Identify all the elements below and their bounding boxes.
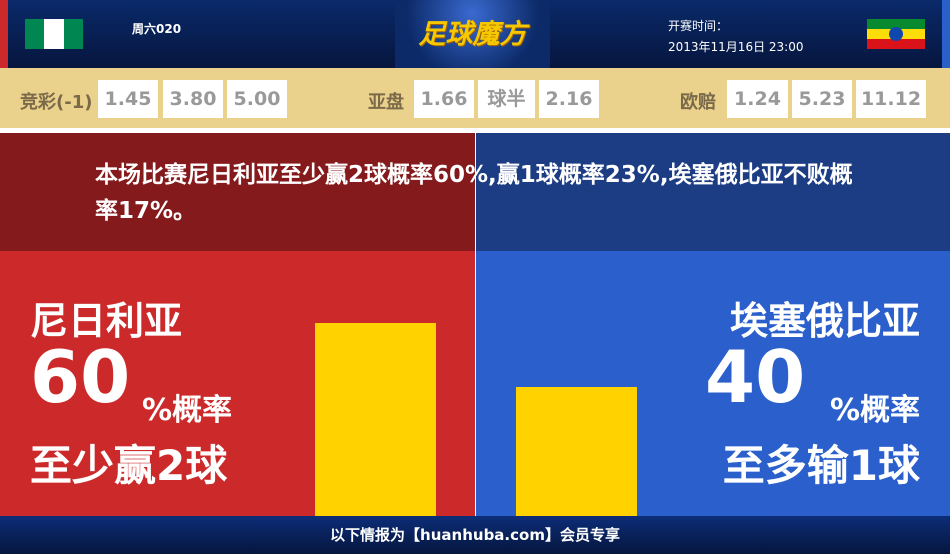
jingcai-label: 竞彩(-1) [20, 92, 93, 113]
yapan-odd: 2.16 [539, 80, 599, 118]
yapan-odd: 1.66 [414, 80, 474, 118]
oupei-odd: 1.24 [727, 80, 788, 118]
match-number: 周六020 [132, 22, 182, 36]
home-probability-bar [315, 322, 436, 516]
home-team-name: 尼日利亚 [30, 299, 183, 343]
nigeria-flag-icon [25, 19, 83, 49]
oupei-odd: 5.23 [792, 80, 852, 118]
away-desc: 至多输1球 [722, 441, 920, 490]
jingcai-odd: 5.00 [227, 80, 287, 118]
oupei-label: 欧赔 [680, 92, 716, 113]
yapan-handicap: 球半 [478, 80, 535, 118]
kickoff-label: 开赛时间： [668, 19, 729, 33]
footer-member-notice[interactable]: 以下情报为【huanhuba.com】会员专享 [0, 516, 950, 554]
kickoff-time: 2013年11月16日 23:00 [668, 40, 804, 54]
logo: 足球魔方 [418, 19, 527, 50]
home-desc: 至少赢2球 [30, 441, 228, 490]
summary-left-bg [0, 133, 475, 251]
odds-bar [0, 68, 950, 128]
ethiopia-flag-icon [867, 19, 925, 49]
jingcai-odd: 1.45 [98, 80, 158, 118]
away-probability-bar [516, 387, 637, 516]
home-percent: 60 [30, 335, 131, 419]
away-percent: 40 [705, 335, 806, 419]
summary-right-bg [476, 133, 950, 251]
jingcai-odd: 3.80 [163, 80, 223, 118]
home-percent-suffix: %概率 [142, 393, 233, 428]
logo-background [395, 0, 550, 68]
away-team-name: 埃塞俄比亚 [729, 299, 920, 343]
away-percent-suffix: %概率 [829, 393, 920, 428]
summary-text: 本场比赛尼日利亚至少赢2球概率60%,赢1球概率23%,埃塞俄比亚不败概率17%… [95, 162, 853, 224]
yapan-label: 亚盘 [368, 92, 404, 113]
oupei-odd: 11.12 [856, 80, 926, 118]
